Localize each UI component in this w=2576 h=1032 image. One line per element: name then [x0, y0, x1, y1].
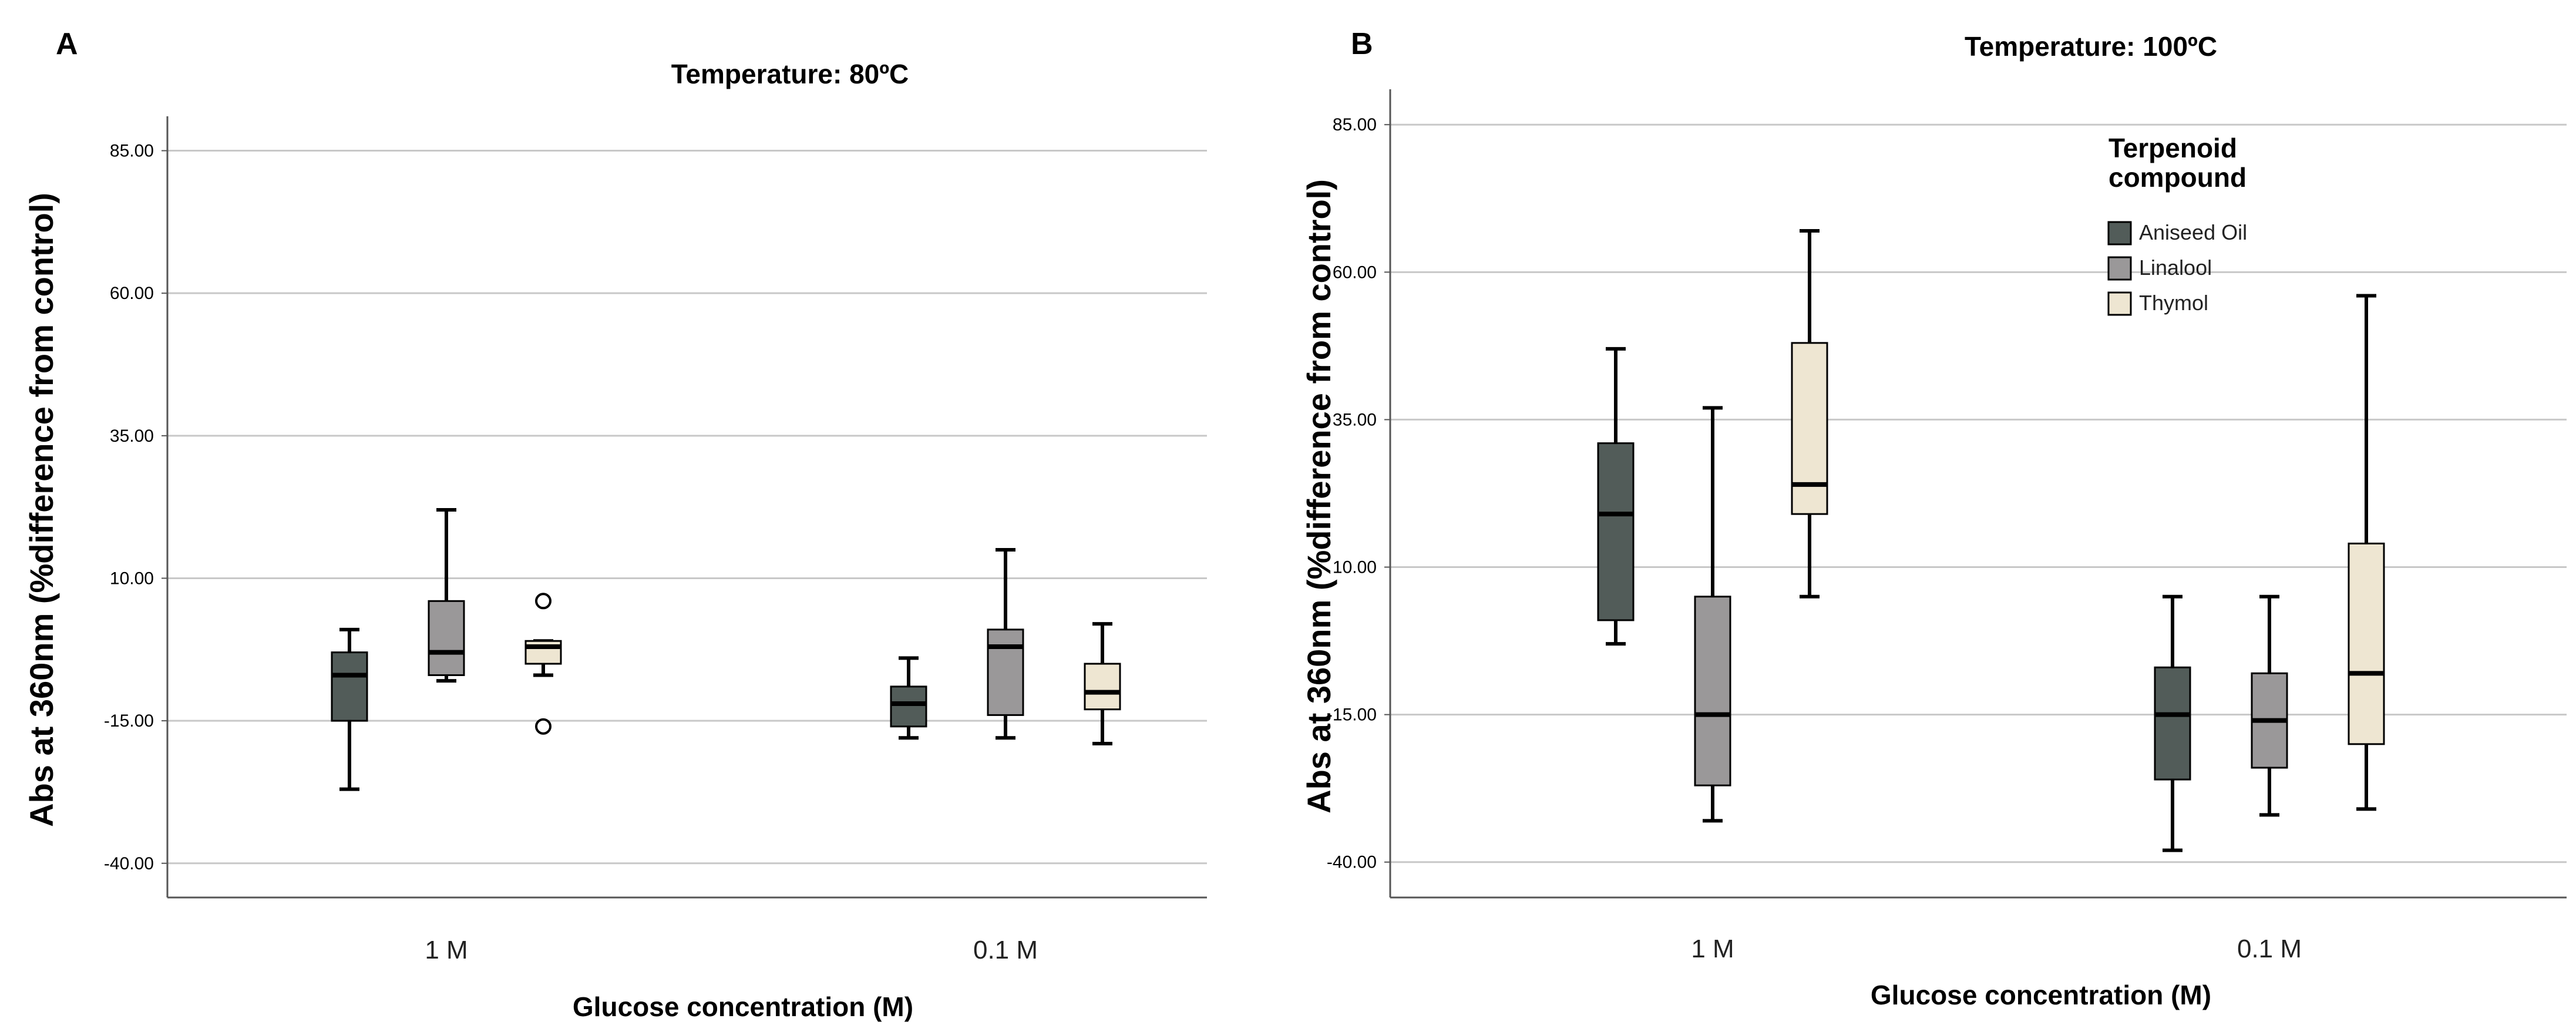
legend-swatch: [2107, 256, 2132, 281]
chart-panel-a: A Temperature: 80ºC 85.00 60.00 35.00 10.00 -1…: [23, 27, 1207, 1022]
legend-label: Aniseed Oil: [2139, 220, 2247, 244]
box: [331, 651, 368, 722]
box: [1694, 596, 1731, 786]
y-tick-label: -15.00: [1327, 705, 1377, 725]
box-plot: [987, 547, 1024, 740]
x-axis-title: Glucose concentration (M): [573, 991, 913, 1022]
x-axis-title: Glucose concentration (M): [1871, 980, 2211, 1010]
y-tick-label: 85.00: [1333, 115, 1377, 135]
chart-panel-b: B Temperature: 100ºC 85.00 60.00 35.00 10.00 -…: [1300, 27, 2567, 1010]
box: [1084, 663, 1121, 711]
legend-swatch: [2107, 291, 2132, 316]
x-tick-label: 1 M: [1691, 934, 1734, 963]
box: [1597, 442, 1635, 621]
box-plot: [428, 508, 465, 683]
y-tick-label: 60.00: [1333, 263, 1377, 282]
y-tick-label: 60.00: [110, 284, 154, 303]
box: [1791, 342, 1828, 515]
y-tick-label: 85.00: [110, 142, 154, 161]
box: [428, 600, 465, 676]
y-tick-label: 35.00: [110, 426, 154, 446]
legend-label: Linalool: [2139, 256, 2212, 280]
panel-letter: A: [56, 27, 78, 61]
box-plot: [1597, 347, 1635, 646]
y-axis-title: Abs at 360nm (%difference from control): [1300, 179, 1337, 814]
legend-label: Thymol: [2139, 291, 2208, 315]
box-plot: [2348, 294, 2385, 811]
y-axis-title: Abs at 360nm (%difference from control): [23, 193, 60, 827]
legend-swatch: [2107, 221, 2132, 246]
x-tick-label: 1 M: [425, 936, 468, 964]
legend-title: compound: [2108, 162, 2247, 193]
box-plot: [331, 627, 368, 791]
outlier-point: [535, 718, 551, 735]
y-tick-label: -40.00: [104, 854, 154, 873]
box-plot: [2154, 594, 2191, 852]
box: [2348, 542, 2385, 745]
box-plot: [890, 656, 927, 740]
box: [890, 685, 927, 728]
box: [987, 628, 1024, 716]
box: [2154, 666, 2191, 781]
outlier-point: [535, 593, 551, 610]
chart-title: Temperature: 100ºC: [1965, 31, 2217, 62]
y-tick-label: -15.00: [104, 711, 154, 731]
box-plot: [2251, 594, 2288, 817]
y-tick-label: 10.00: [110, 569, 154, 588]
panel-letter: B: [1351, 27, 1373, 61]
legend-title: Terpenoid: [2108, 133, 2237, 163]
y-tick-label: 10.00: [1333, 558, 1377, 577]
box-plot: [1694, 406, 1731, 823]
box-plot: [1084, 622, 1121, 745]
y-tick-label: 35.00: [1333, 410, 1377, 429]
chart-title: Temperature: 80ºC: [671, 59, 909, 89]
y-tick-label: -40.00: [1327, 853, 1377, 872]
box-plot: [1791, 229, 1828, 599]
box-plot: [524, 593, 562, 735]
x-tick-label: 0.1 M: [2237, 934, 2302, 963]
x-tick-label: 0.1 M: [973, 936, 1038, 964]
